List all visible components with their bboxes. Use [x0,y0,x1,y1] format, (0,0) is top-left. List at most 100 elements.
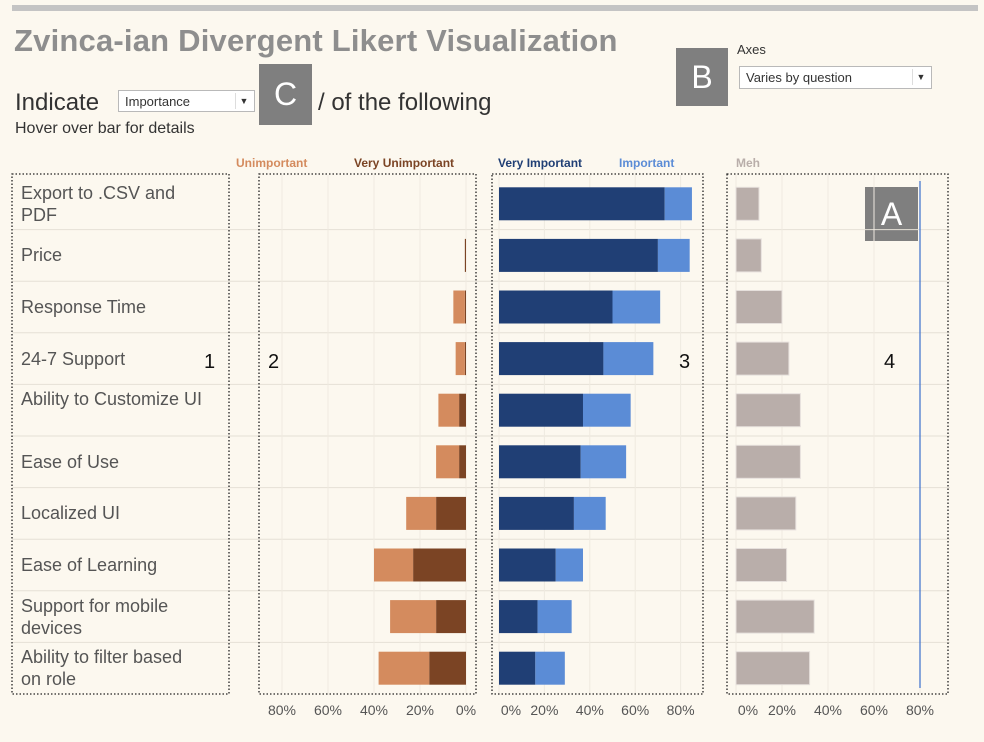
bar-unimportant [378,651,430,685]
bar-important [555,548,583,582]
section-number-4: 4 [884,351,896,373]
panel-frame-3 [491,173,704,695]
bar-very-unimportant [436,496,466,530]
axes-select-value: Varies by question [746,70,852,85]
bar-very-unimportant [464,238,466,272]
bar-important [664,187,692,221]
annotation-box-c: C [259,64,312,125]
bar-very-unimportant [459,393,466,427]
axis-tick-neutral: 0% [738,702,758,718]
bar-important [582,393,631,427]
bar-important [535,651,565,685]
top-divider [12,5,978,11]
axis-tick-positive: 20% [530,702,558,718]
indicate-suffix: / of the following [318,89,492,116]
bar-very-important [499,290,613,324]
axis-tick-negative: 20% [406,702,434,718]
axis-tick-positive: 40% [576,702,604,718]
axis-tick-negative: 40% [360,702,388,718]
section-number-3: 3 [679,351,691,373]
axis-tick-positive: 60% [621,702,649,718]
category-label: Ability to filter based on role [21,647,183,690]
bar-meh [735,599,815,634]
section-number-1: 1 [204,351,216,373]
bar-meh [735,444,801,479]
bar-meh [735,548,788,582]
category-label: Ability to Customize UI [21,389,203,410]
bar-unimportant [374,548,414,582]
bar-unimportant [453,290,465,324]
legend-meh: Meh [736,156,760,170]
bar-meh [735,186,760,221]
panel-frame-2 [258,173,477,695]
legend-unimportant: Unimportant [236,156,307,170]
bar-very-important [499,342,604,376]
axes-select[interactable]: Varies by question ▼ [739,66,932,89]
bar-meh [735,393,801,428]
bar-very-important [499,238,658,272]
axis-tick-neutral: 80% [906,702,934,718]
bar-unimportant [436,445,460,479]
bar-very-important [499,600,538,634]
axis-tick-positive: 80% [667,702,695,718]
panel-frame-1 [11,173,230,695]
bar-unimportant [455,342,465,376]
bar-very-unimportant [464,342,466,376]
category-label: Export to .CSV and PDF [21,182,176,225]
chevron-down-icon[interactable]: ▼ [912,69,929,85]
indicate-label: Indicate [15,89,100,116]
axis-tick-neutral: 40% [814,702,842,718]
bar-very-important [499,445,581,479]
axis-tick-neutral: 20% [768,702,796,718]
bar-important [573,496,606,530]
category-label: Localized UI [21,503,121,524]
category-label: Ease of Use [21,451,120,472]
bar-important [580,445,627,479]
bar-very-unimportant [459,445,466,479]
legend-very-unimportant: Very Unimportant [354,156,454,170]
axes-label: Axes [737,42,766,57]
bar-meh [735,496,797,531]
bar-meh [735,290,783,324]
page-title: Zvinca-ian Divergent Likert Visualizatio… [14,23,618,58]
axis-tick-negative: 60% [314,702,342,718]
bar-unimportant [438,393,460,427]
panel-frame-4 [726,173,949,695]
bar-unimportant [406,496,437,530]
bar-very-important [499,548,556,582]
bar-very-unimportant [413,548,466,582]
bar-important [612,290,661,324]
axis-tick-neutral: 60% [860,702,888,718]
bar-very-important [499,187,665,221]
bar-very-unimportant [436,600,466,634]
category-label: Price [21,245,63,266]
bar-meh [735,341,790,376]
axis-tick-negative: 0% [456,702,476,718]
category-label: Response Time [21,297,147,317]
bar-unimportant [390,600,437,634]
axis-tick-negative: 80% [268,702,296,718]
axis-tick-positive: 0% [501,702,521,718]
bar-meh [735,238,762,273]
legend-very-important: Very Important [498,156,582,170]
bar-meh [735,651,811,686]
section-number-2: 2 [268,351,280,373]
bar-very-important [499,496,574,530]
indicate-select-value: Importance [125,94,191,109]
bar-very-important [499,393,583,427]
bar-important [537,600,572,634]
legend-important: Important [619,156,674,170]
annotation-box-b: B [676,48,728,106]
bar-important [657,238,690,272]
bar-important [603,342,654,376]
hover-note: Hover over bar for details [15,120,195,137]
category-label: 24-7 Support [21,348,126,369]
category-label: Support for mobile devices [21,595,169,638]
bar-very-unimportant [464,290,466,324]
category-label: Ease of Learning [21,555,158,575]
indicate-select[interactable]: Importance ▼ [118,90,255,112]
bar-very-important [499,651,536,685]
chevron-down-icon[interactable]: ▼ [235,93,252,109]
bar-very-unimportant [429,651,466,685]
